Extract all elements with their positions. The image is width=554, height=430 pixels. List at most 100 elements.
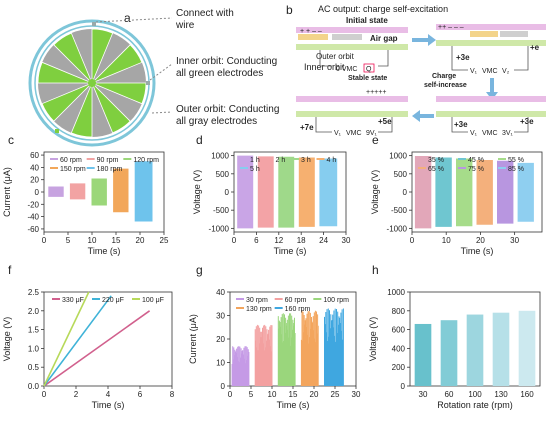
y-tick-label: 400 (392, 344, 406, 353)
signal-segment-3 (277, 313, 296, 386)
s4-v5: 9V₁ (366, 130, 378, 137)
s4-charge: +7e (300, 123, 314, 132)
callout-2-line1: Inner orbit: Conducting (176, 56, 277, 67)
y-tick-label: 40 (30, 163, 39, 172)
legend-entry: 60 rpm (60, 157, 82, 164)
panel-d-letter: d (196, 133, 203, 147)
panel-f-letter: f (8, 263, 12, 277)
charge-marks-1: + + ‒ ‒ (300, 28, 322, 35)
state-2: ++ ‒ ‒ ‒ +3e +e V₁ VMC V₂ (436, 24, 546, 75)
x-tick-label: 60 (445, 390, 454, 399)
x-tick-label: 2 (74, 390, 79, 399)
y-axis-label: Current (μA) (188, 314, 198, 364)
legend-entry: 2 h (276, 157, 286, 164)
signal-segment-4 (300, 310, 319, 386)
callout-line-3 (151, 111, 173, 114)
electrode-s2-b (500, 31, 528, 37)
green-electrode-sector (91, 82, 131, 134)
legend-entry: 120 rpm (133, 157, 159, 164)
legend-entry: 330 μF (62, 297, 84, 304)
x-tick-label: 30 (419, 390, 428, 399)
chart-h: h 0 200 400 600 800 1000 Voltage (V) Rotation ra… (368, 263, 541, 410)
q0-label: Q (366, 66, 372, 73)
s2-charge: +3e (456, 53, 470, 62)
y-tick-label: 0.5 (28, 363, 40, 372)
panel-e-letter: e (372, 133, 379, 147)
x-tick-label: 12 (274, 236, 283, 245)
chart-f: f 0.0 0.5 1.0 1.5 2.0 2.5 Voltage (V) Time (s) 0 2… (2, 263, 175, 410)
x-tick-label: 15 (112, 236, 121, 245)
y-axis-label: Voltage (V) (370, 170, 380, 215)
bar-100 (466, 314, 484, 386)
hub (88, 79, 96, 87)
callout-1-line1: Connect with (176, 8, 234, 19)
legend-entry: 90 rpm (97, 157, 119, 164)
x-tick-label: 10 (88, 236, 97, 245)
legend-entry: 35 % (428, 157, 444, 164)
y-tick-label: 1000 (387, 288, 405, 297)
legend-entry: 100 μF (142, 297, 164, 304)
signal-segment-2 (257, 156, 274, 228)
y-tick-label: 40 (216, 288, 225, 297)
series-line-3 (43, 291, 90, 387)
y-tick-label: 0.0 (28, 382, 40, 391)
charge-marks-4: +++++ (366, 89, 386, 96)
y-tick-label: 0 (403, 188, 408, 197)
y-tick-label: 20 (30, 176, 39, 185)
x-tick-label: 160 (520, 390, 534, 399)
arrow-left-head (412, 110, 420, 122)
x-tick-label: 8 (170, 390, 175, 399)
circuit-wire-2 (451, 46, 529, 71)
state-4: +++++ +5e +7e V₁ VMC 9V₁ (296, 89, 408, 137)
outer-electrode-s3 (436, 96, 546, 102)
signal-segment-5 (319, 158, 338, 227)
x-tick-label: 0 (228, 390, 233, 399)
s2-vmc: VMC (482, 68, 498, 75)
x-tick-label: 0 (42, 390, 47, 399)
air-gap-label: Air gap (370, 34, 398, 43)
panel-g-letter: g (196, 263, 203, 277)
y-tick-label: 2.0 (28, 307, 40, 316)
s2-charge-e: +e (530, 43, 540, 52)
legend-entry: 60 rpm (285, 297, 307, 304)
s2-v1: V₁ (470, 68, 478, 75)
x-axis-label: Time (s) (461, 246, 494, 256)
outer-electrode-s4 (296, 96, 408, 102)
panel-h-letter: h (372, 263, 379, 277)
chart-g: g 0 10 20 30 40 Current (μA) Time (s) 0 5 10 15 20 25… (188, 263, 361, 410)
callout-2-line2: all green electrodes (176, 68, 263, 79)
x-tick-label: 30 (352, 390, 361, 399)
x-tick-label: 10 (442, 236, 451, 245)
x-axis-label: Time (s) (274, 246, 307, 256)
panel-b: b AC output: charge self-excitation Init… (286, 3, 546, 137)
x-tick-label: 24 (319, 236, 328, 245)
y-tick-label: 10 (216, 359, 225, 368)
bar-30 (414, 323, 432, 386)
y-tick-label: 500 (394, 170, 408, 179)
vmc-zero: 0 VMC (336, 66, 357, 73)
y-tick-label: 2.5 (28, 288, 40, 297)
rotor-disk (28, 19, 156, 147)
signal-segment-2 (435, 157, 452, 227)
s4-charge-e: +5e (378, 117, 392, 126)
signal-segment-1 (48, 186, 64, 197)
arrow-right-head (428, 34, 436, 46)
legend-entry: 150 rpm (60, 166, 86, 173)
x-tick-label: 130 (494, 390, 508, 399)
x-tick-label: 6 (138, 390, 143, 399)
x-tick-label: 0 (410, 236, 415, 245)
initial-state-label: Initial state (346, 16, 388, 25)
callout-1-line2: wire (175, 20, 195, 31)
s2-v2: V₂ (502, 68, 510, 75)
legend-entry: 3 h (301, 157, 311, 164)
legend-entry: 75 % (468, 166, 484, 173)
legend-entry: 30 rpm (246, 297, 268, 304)
x-tick-label: 6 (254, 236, 259, 245)
x-tick-label: 18 (297, 236, 306, 245)
chart-c: c -60 -40 -20 0 20 40 60 Current (μA) Time (s) 0 5 1… (2, 133, 169, 256)
panel-c-letter: c (8, 133, 14, 147)
state-3: +3e +3e V₁ VMC 3V₁ (436, 96, 546, 137)
signal-segment-6 (517, 162, 534, 222)
outer-electrode-s2 (436, 24, 546, 30)
signal-segment-3 (91, 178, 107, 206)
